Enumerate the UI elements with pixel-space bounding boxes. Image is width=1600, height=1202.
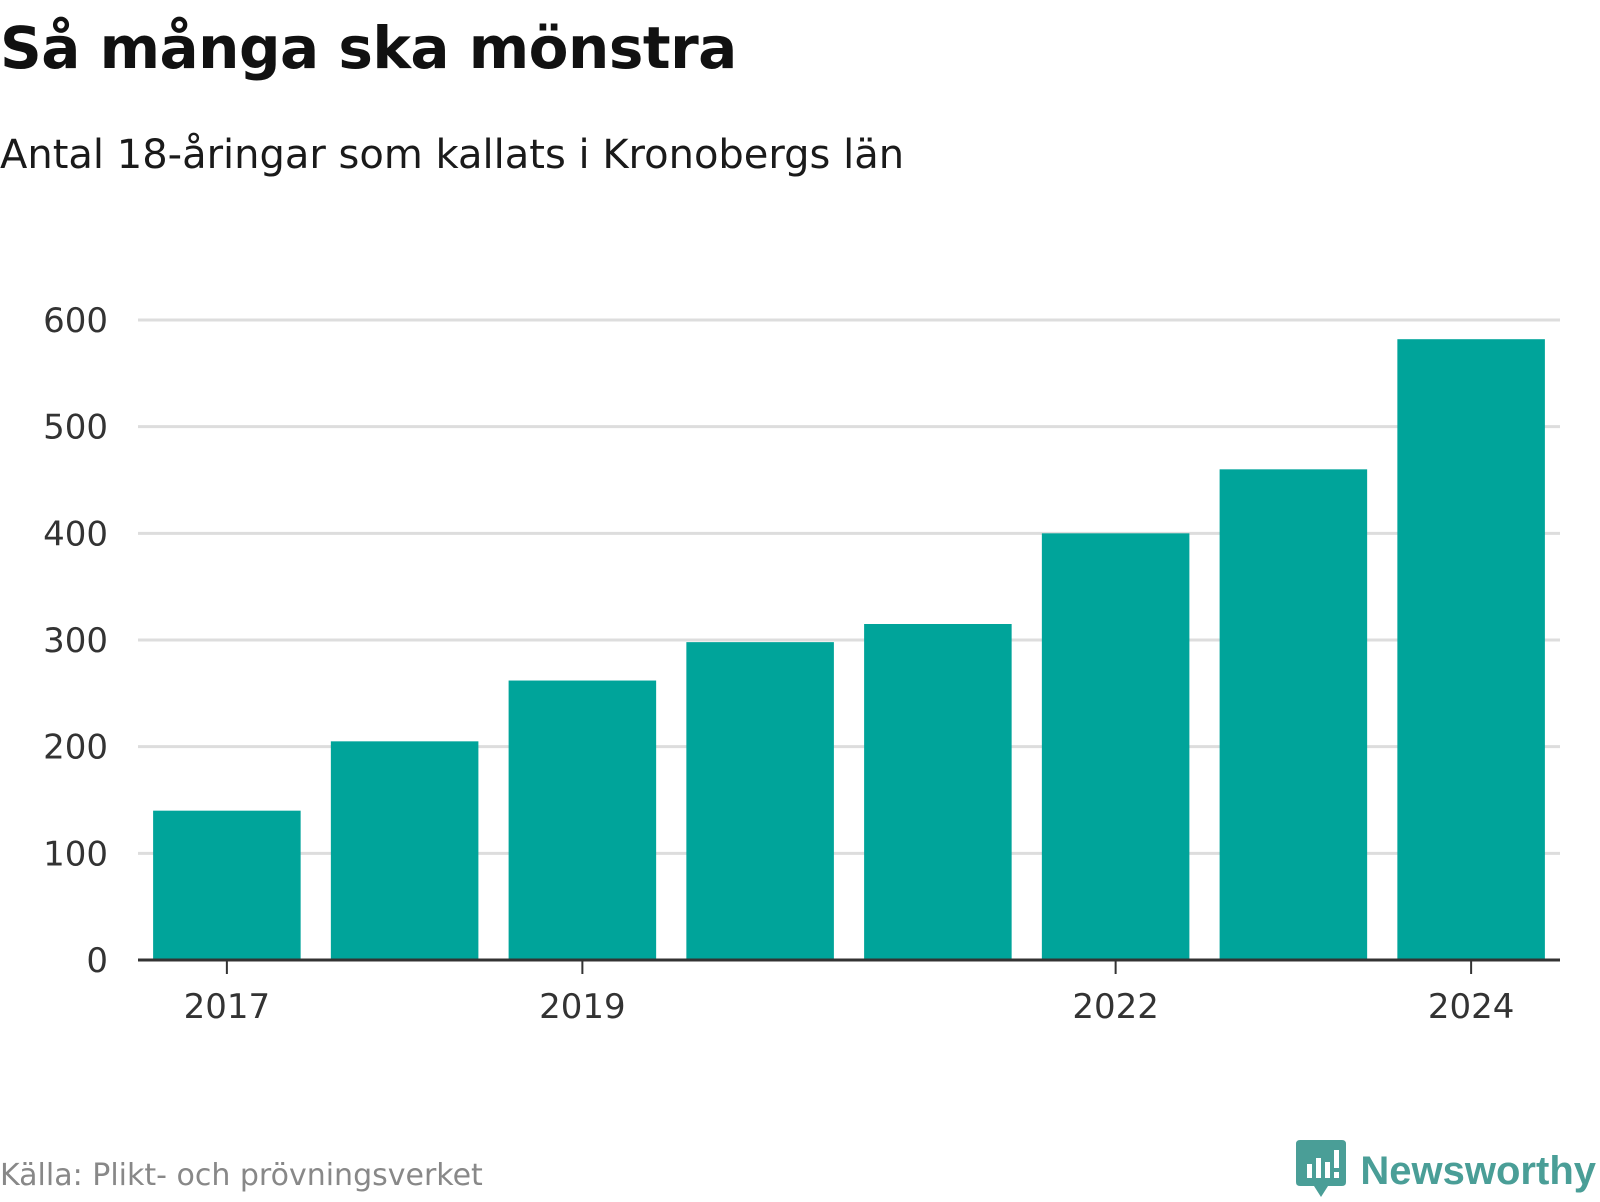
- x-tick-label: 2024: [1428, 987, 1515, 1027]
- bar-2020: [686, 642, 834, 960]
- y-tick-label: 100: [43, 834, 108, 874]
- chart-title: Så många ska mönstra: [0, 14, 737, 82]
- bar-2022: [1041, 533, 1190, 960]
- y-tick-label: 200: [43, 728, 108, 768]
- y-axis-labels: 0 100 200 300 400 500 600: [43, 301, 108, 981]
- bar-2018: [330, 741, 479, 960]
- bar-2017: [153, 810, 301, 960]
- bar-2021: [864, 624, 1012, 960]
- bars: [153, 339, 1545, 960]
- y-tick-label: 300: [43, 621, 108, 661]
- y-tick-label: 500: [43, 408, 108, 448]
- x-tick-label: 2019: [539, 987, 626, 1027]
- brand-name: Newsworthy: [1360, 1148, 1596, 1193]
- bar-2023: [1219, 469, 1368, 960]
- brand-logo: Newsworthy: [1296, 1140, 1596, 1202]
- x-axis: [138, 958, 1560, 974]
- x-tick-label: 2017: [184, 987, 271, 1027]
- y-tick-label: 400: [43, 514, 108, 554]
- y-tick-label: 0: [86, 941, 108, 981]
- chart-subtitle: Antal 18-åringar som kallats i Kronoberg…: [0, 132, 905, 178]
- bar-2019: [508, 680, 657, 960]
- bar-chart-speech-bubble-icon: [1296, 1140, 1347, 1202]
- x-axis-labels: 2017 2019 2022 2024: [184, 987, 1515, 1027]
- bar-2024: [1397, 339, 1545, 960]
- y-tick-label: 600: [43, 301, 108, 341]
- x-tick-label: 2022: [1072, 987, 1159, 1027]
- source-note: Källa: Plikt- och prövningsverket: [0, 1158, 483, 1193]
